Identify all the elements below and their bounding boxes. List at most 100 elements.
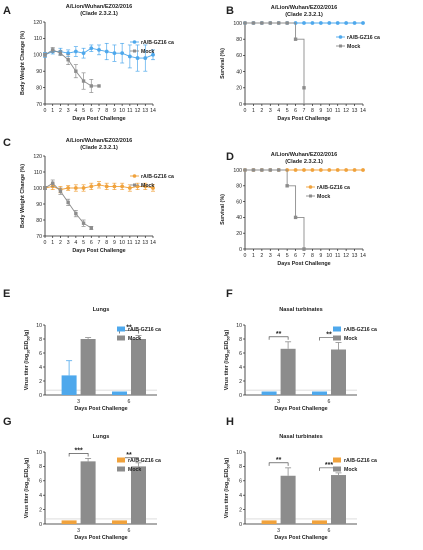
x-tick-label: 7: [303, 108, 306, 114]
data-point: [310, 21, 315, 25]
data-point: [97, 84, 101, 88]
panel-title: A/Lion/Wuhan/EZ02/2016: [66, 138, 132, 144]
x-tick-label: 0: [244, 108, 247, 114]
y-tick-label: 120: [33, 20, 42, 26]
legend-marker: [133, 49, 136, 53]
significance-label: ***: [75, 447, 83, 454]
data-point: [251, 168, 256, 172]
y-axis-label-part: /g): [224, 330, 230, 337]
data-point: [120, 184, 125, 189]
data-point: [89, 46, 94, 51]
x-tick-label: 3: [277, 528, 280, 534]
data-point: [66, 51, 71, 56]
legend-label: Mock: [344, 336, 357, 342]
x-tick-label: 14: [360, 108, 366, 114]
bar: [261, 520, 277, 524]
y-tick-label: 0: [239, 247, 242, 253]
data-point: [318, 21, 323, 25]
x-tick-label: 6: [328, 528, 331, 534]
data-point: [127, 54, 132, 59]
x-tick-label: 12: [135, 240, 141, 246]
legend-swatch: [333, 326, 341, 332]
panel-subtitle: (Clade 2.3.2.1): [80, 11, 118, 17]
y-tick-label: 8: [39, 337, 42, 343]
panel-subtitle: (Clade 2.3.2.1): [285, 12, 323, 18]
x-tick-label: 5: [82, 240, 85, 246]
bar: [280, 348, 296, 395]
legend-label: Mock: [347, 44, 360, 50]
legend-swatch: [333, 466, 341, 472]
legend-label: rA/B-GZ16 ca: [128, 458, 161, 464]
legend-swatch: [117, 466, 125, 472]
x-tick-label: 9: [319, 108, 322, 114]
legend-marker: [339, 44, 342, 48]
data-point: [352, 168, 357, 172]
panel-title: A/Lion/Wuhan/EZ02/2016: [271, 152, 337, 158]
x-tick-label: 3: [77, 528, 80, 534]
y-tick-label: 10: [236, 450, 242, 456]
data-point: [344, 168, 349, 172]
bar: [312, 520, 327, 524]
y-axis-label: Virus titer (log10 EID50 /g): [24, 458, 31, 519]
y-axis-label-part: 10: [27, 478, 31, 482]
data-point: [352, 21, 357, 25]
x-tick-label: 5: [82, 108, 85, 114]
data-point: [285, 184, 289, 188]
y-axis-label: Virus titer (log10 EID50 /g): [224, 330, 231, 391]
legend-marker: [132, 40, 137, 44]
x-tick-label: 1: [51, 240, 54, 246]
data-point: [58, 51, 63, 55]
data-point: [143, 184, 148, 189]
y-tick-label: 2: [39, 507, 42, 513]
y-axis-label-part: Virus titer (log: [224, 354, 230, 390]
x-tick-label: 5: [286, 253, 289, 259]
legend-label: Mock: [128, 336, 141, 342]
legend-label: Mock: [344, 467, 357, 473]
data-point: [243, 21, 247, 25]
panel-letter: G: [3, 416, 12, 428]
y-tick-label: 60: [236, 199, 242, 205]
legend-label: Mock: [141, 49, 154, 55]
significance-label: ***: [325, 462, 333, 469]
y-axis-label-part: EID: [224, 468, 230, 477]
data-point: [143, 56, 148, 60]
x-tick-label: 10: [326, 253, 332, 259]
y-tick-label: 2: [239, 379, 242, 385]
x-tick-label: 1: [252, 253, 255, 259]
y-tick-label: 10: [36, 323, 42, 329]
series-line: [245, 22, 305, 104]
panel-d: D A/Lion/Wuhan/EZ02/2016(Clade 2.3.2.1) 0 2…: [220, 151, 366, 267]
data-point: [302, 247, 306, 251]
x-tick-label: 0: [244, 253, 247, 259]
y-tick-label: 110: [34, 36, 42, 42]
significance-label: **: [326, 332, 332, 339]
x-tick-label: 0: [44, 108, 47, 114]
y-tick-label: 90: [36, 69, 42, 75]
x-tick-label: 1: [252, 108, 255, 114]
data-point: [243, 168, 247, 172]
panel-letter: F: [226, 288, 233, 300]
data-point: [97, 47, 101, 52]
data-point: [260, 168, 264, 172]
data-point: [335, 21, 340, 25]
panel-title: Nasal turbinates: [279, 307, 323, 313]
y-tick-label: 0: [39, 522, 42, 528]
data-point: [318, 168, 323, 172]
x-tick-label: 1: [51, 108, 54, 114]
x-tick-label: 11: [127, 108, 132, 114]
data-point: [66, 200, 70, 205]
data-point: [302, 168, 306, 172]
significance-label: **: [126, 452, 132, 459]
significance-label: **: [276, 331, 282, 338]
panel-letter: B: [226, 5, 234, 17]
panel-letter: D: [226, 151, 234, 163]
legend-label: Mock: [317, 194, 330, 200]
data-point: [81, 79, 86, 83]
x-tick-label: 7: [98, 240, 101, 246]
bar: [80, 461, 96, 524]
x-tick-label: 3: [269, 253, 272, 259]
data-point: [81, 186, 86, 190]
